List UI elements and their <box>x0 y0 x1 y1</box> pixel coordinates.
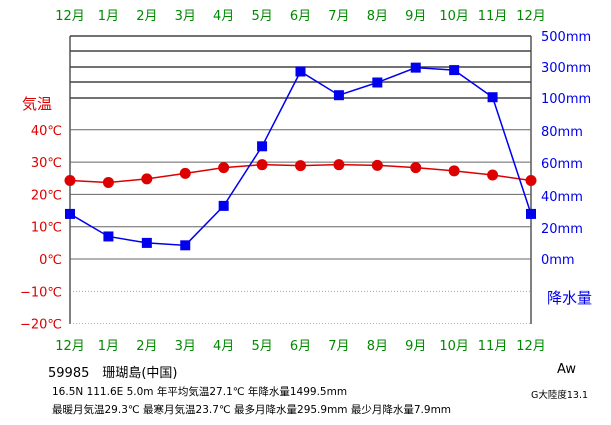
temperature-point <box>141 173 153 185</box>
temperature-point <box>218 162 230 174</box>
precipitation-tick-label: 60mm <box>541 157 583 172</box>
month-label-top: 6月 <box>290 9 311 24</box>
month-label-top: 2月 <box>136 9 157 24</box>
month-label-bottom: 11月 <box>478 339 508 354</box>
month-label-bottom: 5月 <box>251 339 272 354</box>
precipitation-point <box>410 62 421 73</box>
precipitation-tick-label: 300mm <box>541 61 591 76</box>
month-label-top: 9月 <box>405 9 426 24</box>
station-summary-line2: 最暖月気温29.3℃ 最寒月気温23.7℃ 最多月降水量295.9mm 最少月降… <box>52 404 452 416</box>
precipitation-point <box>295 66 306 77</box>
month-label-bottom: 12月 <box>516 339 546 354</box>
month-label-top: 12月 <box>516 9 546 24</box>
temperature-point <box>179 167 191 179</box>
precipitation-tick-label: 500mm <box>541 30 591 45</box>
temperature-point <box>487 169 499 181</box>
month-label-top: 3月 <box>175 9 196 24</box>
month-label-top: 4月 <box>213 9 234 24</box>
precipitation-series <box>65 62 536 251</box>
continentality-index: G大陸度13.1 <box>531 390 589 401</box>
temperature-point <box>525 175 537 187</box>
temperature-point <box>410 162 422 174</box>
precipitation-tick-label: 40mm <box>541 190 583 205</box>
month-labels: 12月 1月 2月 3月 4月 5月 6月 7月 8月 9月 10月 11月 12月 12月 1月 2月 3月 4… <box>55 9 546 354</box>
month-label-bottom: 12月 <box>55 339 85 354</box>
temperature-tick-label: 0℃ <box>39 253 62 268</box>
precipitation-point <box>449 65 460 76</box>
precipitation-point <box>65 208 75 219</box>
temperature-tick-label: 10℃ <box>31 221 62 236</box>
precipitation-axis-labels: 500mm 300mm 100mm 80mm 60mm 40mm 20mm 0mm <box>541 30 591 268</box>
temperature-tick-label: −10℃ <box>20 285 62 300</box>
temperature-axis-title: 気温 <box>22 95 52 113</box>
precipitation-point <box>333 90 344 101</box>
precipitation-point <box>257 141 268 152</box>
temperature-point <box>448 165 460 177</box>
month-label-top: 1月 <box>98 9 119 24</box>
month-label-bottom: 9月 <box>405 339 426 354</box>
month-label-bottom: 2月 <box>136 339 157 354</box>
precipitation-point <box>180 240 191 251</box>
month-label-top: 5月 <box>251 9 272 24</box>
month-label-top: 12月 <box>55 9 85 24</box>
precipitation-point <box>372 77 383 88</box>
precipitation-tick-label: 20mm <box>541 222 583 237</box>
temperature-point <box>64 175 76 187</box>
temperature-series <box>64 159 537 188</box>
temperature-point <box>371 159 383 171</box>
month-label-top: 11月 <box>478 9 508 24</box>
koppen-class: Aw <box>557 362 576 377</box>
temperature-axis-labels: 40℃ 30℃ 20℃ 10℃ 0℃ −10℃ −20℃ <box>20 124 62 333</box>
temperature-tick-label: 40℃ <box>31 124 62 139</box>
station-name: 59985 珊瑚島(中国) <box>48 366 178 381</box>
temperature-tick-label: 30℃ <box>31 156 62 171</box>
precipitation-tick-label: 80mm <box>541 125 583 140</box>
precipitation-line <box>69 66 532 247</box>
precipitation-point <box>526 208 536 219</box>
precipitation-point <box>103 231 114 242</box>
precipitation-point <box>218 200 229 211</box>
temperature-tick-label: 20℃ <box>31 188 62 203</box>
temperature-point <box>102 176 114 188</box>
month-label-top: 10月 <box>439 9 469 24</box>
month-label-bottom: 3月 <box>175 339 196 354</box>
temperature-point <box>333 159 345 171</box>
temperature-point <box>256 159 268 171</box>
station-summary-line1: 16.5N 111.6E 5.0m 年平均気温27.1℃ 年降水量1499.5m… <box>52 386 348 398</box>
month-label-bottom: 10月 <box>439 339 469 354</box>
month-label-top: 8月 <box>367 9 388 24</box>
precipitation-axis-title: 降水量 <box>547 289 592 307</box>
month-label-bottom: 8月 <box>367 339 388 354</box>
precipitation-point <box>141 237 152 248</box>
precipitation-tick-label: 0mm <box>541 253 575 268</box>
month-label-top: 7月 <box>328 9 349 24</box>
month-label-bottom: 1月 <box>98 339 119 354</box>
precipitation-tick-label: 100mm <box>541 92 591 107</box>
temperature-point <box>295 160 306 172</box>
temperature-tick-label: −20℃ <box>20 318 62 333</box>
precipitation-point <box>487 92 498 103</box>
month-label-bottom: 7月 <box>328 339 349 354</box>
month-label-bottom: 4月 <box>213 339 234 354</box>
month-label-bottom: 6月 <box>290 339 311 354</box>
